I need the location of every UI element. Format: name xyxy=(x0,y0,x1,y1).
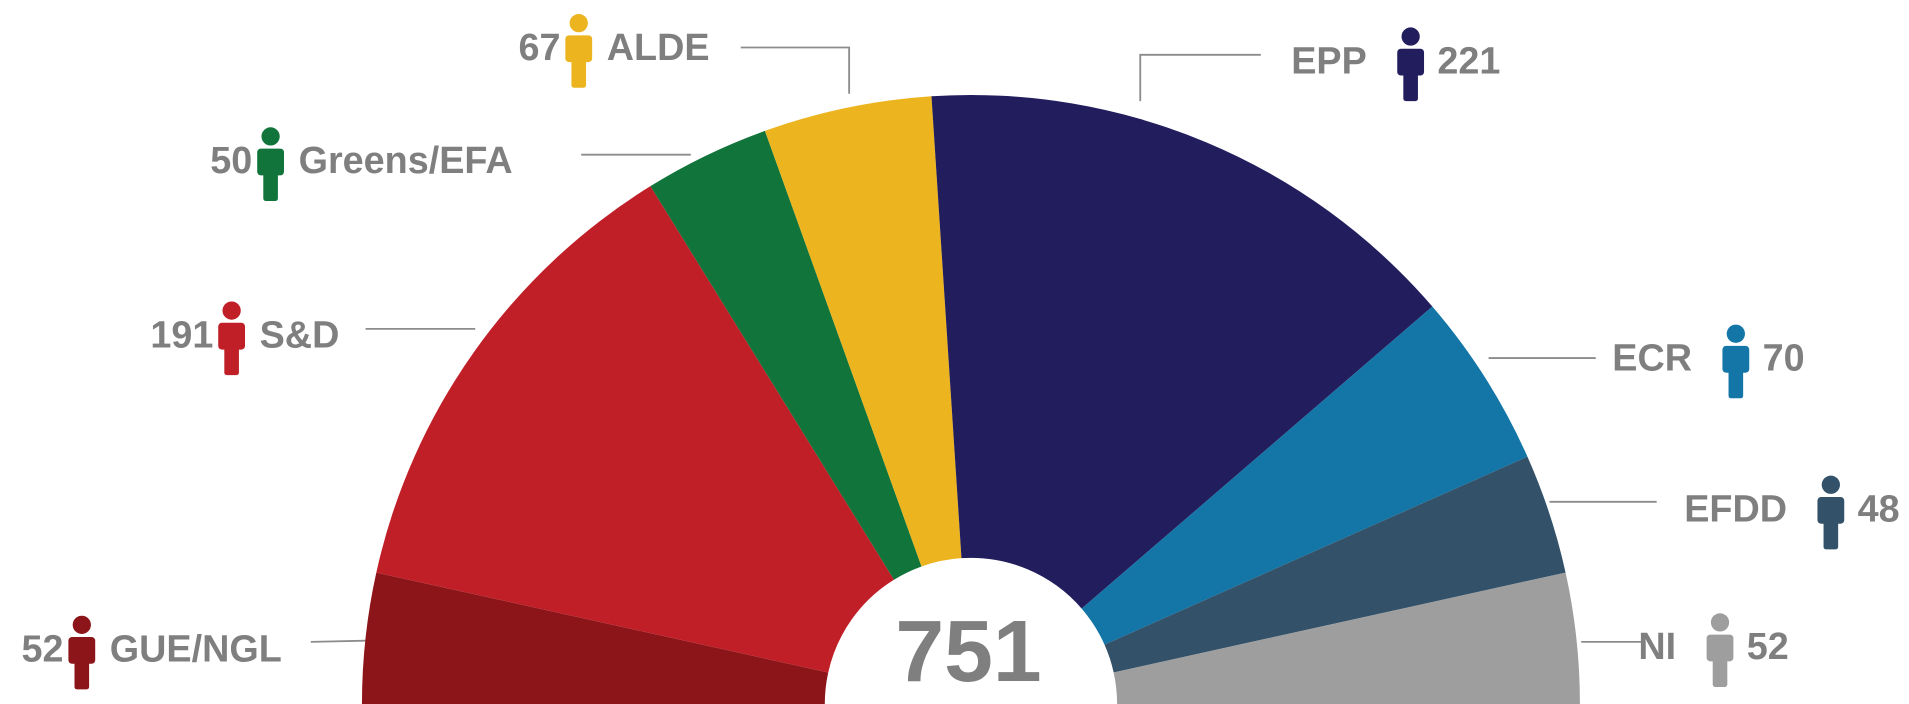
person-icon xyxy=(565,14,593,88)
person-icon xyxy=(218,301,246,376)
labels: 52 GUE/NGL 191 S&D 50 Greens/EFA 67 ALDE 221 EPP 7… xyxy=(22,14,1900,690)
party-label: EFDD xyxy=(1684,488,1787,530)
icon-legs xyxy=(1823,517,1839,550)
icon-head xyxy=(1710,613,1730,632)
person-icon xyxy=(1722,324,1750,399)
wedges xyxy=(361,95,1580,704)
party-label: ALDE xyxy=(607,26,710,68)
value-label: 221 xyxy=(1437,39,1500,81)
wedge xyxy=(1081,306,1528,645)
value-label: 67 xyxy=(518,26,560,68)
icon-legs xyxy=(263,169,278,201)
icon-legs xyxy=(1728,366,1744,399)
wedge xyxy=(361,572,829,704)
value-label: 52 xyxy=(1747,625,1789,667)
person-icon xyxy=(1706,613,1734,687)
wedge xyxy=(764,96,962,567)
value-label: 48 xyxy=(1858,488,1900,530)
icon-body xyxy=(1706,634,1734,662)
value-label: 52 xyxy=(22,628,64,670)
party-label: GUE/NGL xyxy=(110,628,282,670)
icon-body xyxy=(218,322,246,350)
icon-head xyxy=(222,301,241,320)
person-icon xyxy=(257,127,284,201)
wedge xyxy=(1104,456,1566,673)
icon-body xyxy=(1722,345,1750,373)
icon-body xyxy=(1817,496,1845,524)
icon-head xyxy=(261,127,280,146)
icon-body xyxy=(565,35,593,63)
icon-body xyxy=(1397,48,1425,76)
value-label: 50 xyxy=(210,139,252,181)
icon-head xyxy=(1726,324,1745,343)
party-label: EPP xyxy=(1291,39,1367,81)
icon-head xyxy=(1821,475,1840,494)
icon-legs xyxy=(1712,655,1728,687)
icon-body xyxy=(68,637,96,664)
wedge xyxy=(376,186,895,673)
wedge xyxy=(650,130,922,580)
value-label: 70 xyxy=(1763,336,1805,378)
person-icon xyxy=(1397,27,1425,102)
leader-line xyxy=(1139,53,1261,102)
value-label: 191 xyxy=(150,313,213,355)
wedge xyxy=(931,95,1433,609)
icon-head xyxy=(569,14,588,33)
icon-head xyxy=(1401,27,1420,46)
wedge xyxy=(1113,572,1580,704)
party-label: ECR xyxy=(1612,336,1692,378)
icon-legs xyxy=(224,343,239,376)
party-label: S&D xyxy=(260,313,340,355)
party-label: Greens/EFA xyxy=(299,139,513,181)
person-icon xyxy=(1817,475,1845,550)
total-label: 751 xyxy=(895,602,1041,700)
icon-head xyxy=(72,615,91,634)
leader-line xyxy=(310,639,366,643)
icon-legs xyxy=(571,56,587,88)
icon-legs xyxy=(1403,69,1418,102)
leader-line xyxy=(740,46,851,94)
icon-legs xyxy=(74,657,90,690)
icon-body xyxy=(257,148,284,176)
party-label: NI xyxy=(1638,625,1676,667)
person-icon xyxy=(68,615,96,690)
